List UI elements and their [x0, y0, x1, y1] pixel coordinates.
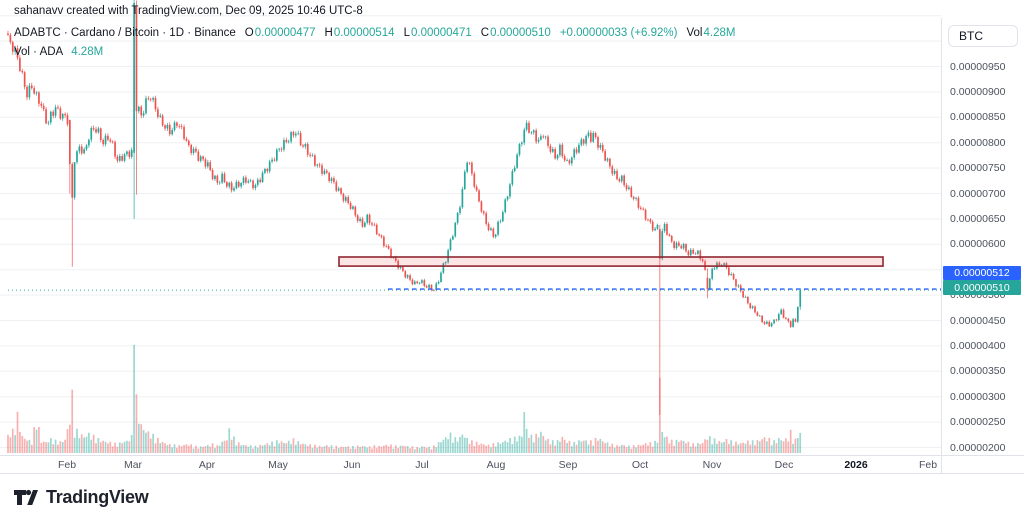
tradingview-logo-icon	[14, 489, 38, 505]
candle-wicks-down	[7, 0, 796, 415]
time-tick: Aug	[486, 459, 506, 471]
open-value: 0.00000477	[254, 27, 316, 39]
symbol-title: ADABTC · Cardano / Bitcoin · 1D · Binanc…	[14, 27, 236, 39]
time-tick: Jul	[415, 459, 429, 471]
time-tick: Nov	[702, 459, 722, 471]
change-value: +0.00000033 (+6.92%)	[559, 27, 678, 39]
time-tick: Jun	[343, 459, 361, 471]
time-tick: May	[268, 459, 288, 471]
price-axis[interactable]: BTC 0.00000950 0.00000900 0.00000850 0.0000…	[941, 0, 1024, 455]
time-tick: Dec	[774, 459, 794, 471]
volume-label: Vol	[686, 27, 703, 39]
chart-canvas[interactable]	[0, 0, 941, 455]
time-tick: Oct	[631, 459, 649, 471]
price-tick: 0.00000800	[950, 136, 1006, 149]
low-label: L	[403, 27, 410, 39]
tradingview-brand[interactable]: TradingView	[14, 487, 149, 508]
volume-legend-row[interactable]: Vol · ADA 4.28M	[14, 45, 735, 59]
resistance-zone-rectangle[interactable]	[338, 256, 884, 267]
volume-bars-down	[7, 377, 797, 453]
price-tick: 0.00000850	[950, 111, 1006, 124]
price-tick: 0.00000900	[950, 85, 1006, 98]
open-label: O	[244, 27, 254, 39]
quote-currency-button[interactable]: BTC	[948, 25, 1018, 47]
close-value: 0.00000510	[490, 27, 551, 39]
price-tick: 0.00000700	[950, 187, 1006, 200]
volume-bars-up	[14, 344, 802, 453]
price-tick: 0.00000650	[950, 212, 1006, 225]
drawing-price-label: 0.00000512	[943, 266, 1021, 280]
price-tick: 0.00000400	[950, 339, 1006, 352]
time-tick: Apr	[198, 459, 216, 471]
last-price-label: 0.00000510	[943, 280, 1021, 295]
time-axis[interactable]: Feb Mar Apr May Jun Jul Aug Sep Oct Nov Dec 2026 Feb	[0, 455, 1024, 474]
time-tick: Feb	[918, 459, 938, 471]
gridlines	[0, 15, 941, 448]
price-tick: 0.00000250	[950, 416, 1006, 429]
price-tick: 0.00000200	[950, 441, 1006, 454]
volume-study-label: Vol · ADA	[14, 46, 64, 58]
close-label: C	[480, 27, 490, 39]
high-label: H	[324, 27, 333, 39]
price-tick: 0.00000450	[950, 314, 1006, 327]
price-tick: 0.00000750	[950, 162, 1006, 175]
price-axis-border	[941, 18, 942, 474]
time-tick: Sep	[558, 459, 578, 471]
time-tick: Mar	[123, 459, 143, 471]
low-value: 0.00000471	[410, 27, 472, 39]
watermark-attribution: sahanavv created with TradingView.com, D…	[14, 5, 363, 17]
price-tick: 0.00000950	[950, 60, 1006, 73]
brand-name: TradingView	[46, 487, 149, 507]
volume-value: 4.28M	[703, 27, 736, 39]
candlestick-volume-chart	[0, 0, 941, 453]
symbol-legend-row[interactable]: ADABTC · Cardano / Bitcoin · 1D · Binanc…	[14, 26, 735, 40]
time-tick: 2026	[844, 459, 868, 471]
price-tick: 0.00000600	[950, 238, 1006, 251]
price-tick: 0.00000300	[950, 390, 1006, 403]
time-tick: Feb	[57, 459, 77, 471]
high-value: 0.00000514	[333, 27, 395, 39]
volume-study-value: 4.28M	[71, 46, 104, 58]
chart-legend: ADABTC · Cardano / Bitcoin · 1D · Binanc…	[14, 26, 735, 59]
price-tick: 0.00000350	[950, 365, 1006, 378]
